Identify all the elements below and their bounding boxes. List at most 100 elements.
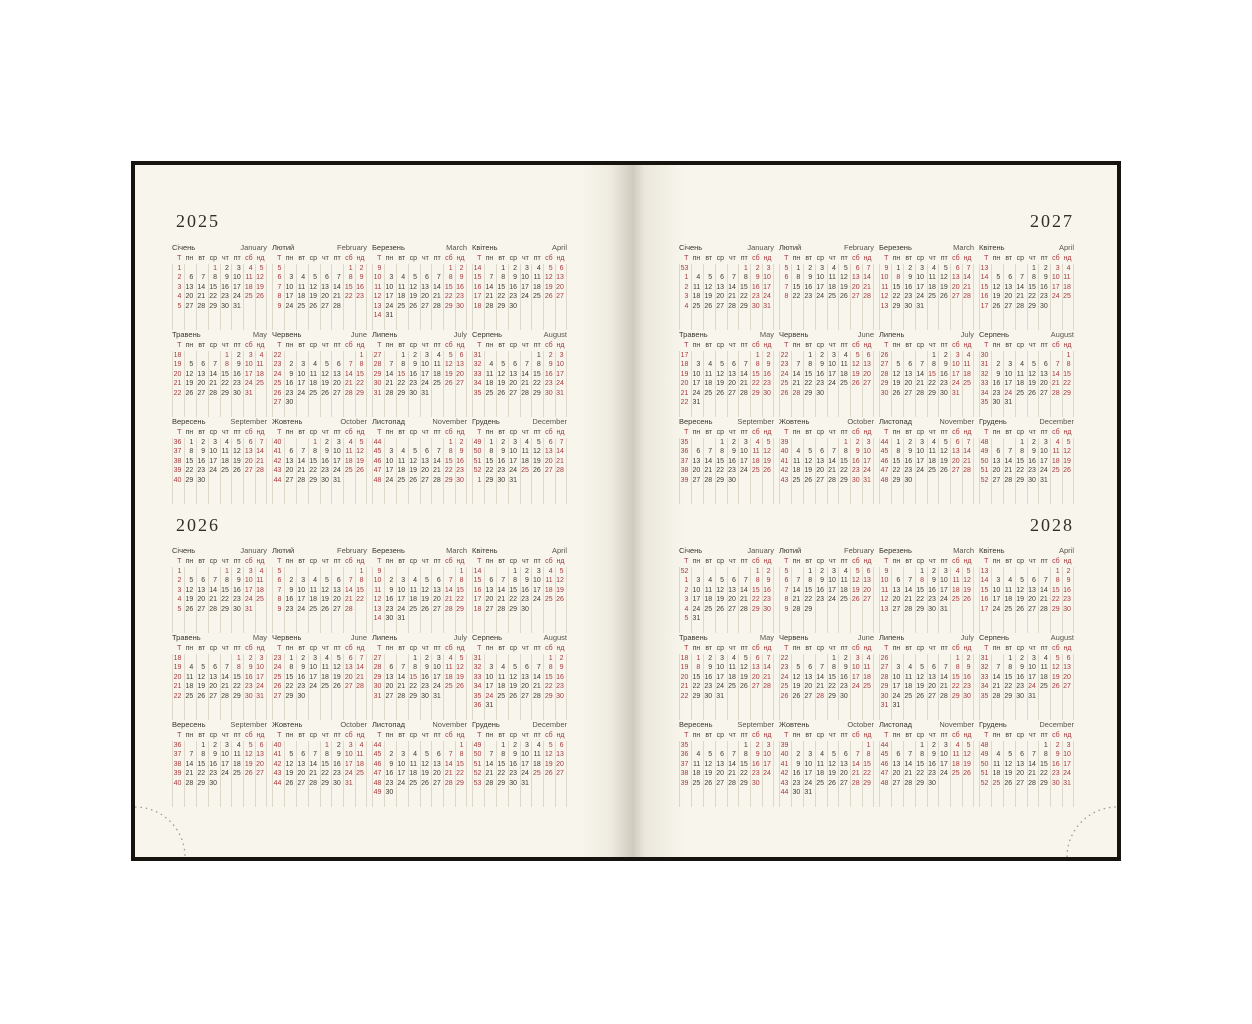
- day-header-cell: вт: [705, 342, 713, 349]
- day-cell: 26: [838, 292, 850, 302]
- week-number-cell: 18: [679, 360, 691, 370]
- day-cell: 10: [862, 447, 874, 457]
- empty-day-cell: [395, 398, 408, 408]
- week-number-cell: 3: [172, 585, 184, 595]
- corner-perforation-arc-right: [1066, 806, 1117, 857]
- day-header-cell: вт: [705, 732, 713, 739]
- day-cell: 15: [455, 759, 467, 769]
- week-number-cell: 51: [472, 456, 484, 466]
- empty-day-cell: [231, 311, 243, 321]
- day-cell: 28: [207, 604, 220, 614]
- day-cell: 22: [738, 292, 750, 302]
- week-number-cell: 14: [472, 263, 484, 273]
- day-cell: 6: [1002, 273, 1015, 283]
- empty-day-cell: [272, 407, 284, 417]
- empty-day-cell: [343, 350, 355, 360]
- day-header-cell: пт: [233, 732, 241, 739]
- day-cell: 8: [750, 576, 762, 586]
- day-cell: 12: [507, 672, 520, 682]
- empty-day-cell: [1026, 701, 1039, 711]
- day-header-cell: чт: [929, 429, 936, 436]
- day-header-cell: пн: [892, 732, 901, 739]
- empty-day-cell: [1026, 494, 1039, 504]
- day-cell: 2: [219, 263, 232, 273]
- empty-day-cell: [219, 320, 232, 330]
- day-header-cell: пт: [1040, 342, 1048, 349]
- day-header-cell: чт: [929, 255, 936, 262]
- day-cell: 21: [738, 595, 750, 605]
- day-cell: 17: [690, 595, 703, 605]
- day-cell: 10: [914, 447, 927, 457]
- day-cell: 28: [738, 388, 750, 398]
- month-name-en: January: [747, 546, 774, 555]
- day-cell: 26: [231, 466, 243, 476]
- day-cell: 20: [890, 769, 903, 779]
- week-number-cell: 16: [472, 585, 484, 595]
- day-cell: 10: [531, 576, 543, 586]
- empty-day-cell: [962, 788, 974, 798]
- empty-day-cell: [372, 485, 384, 495]
- day-cell: 18: [926, 282, 939, 292]
- empty-day-cell: [979, 320, 991, 330]
- empty-day-cell: [431, 311, 443, 321]
- day-cell: 14: [1014, 282, 1027, 292]
- week-number-cell: 41: [779, 759, 791, 769]
- empty-day-cell: [531, 398, 543, 408]
- month-name-en: August: [543, 633, 567, 642]
- week-number-cell: 8: [272, 595, 284, 605]
- day-cell: 25: [1002, 604, 1015, 614]
- day-cell: 16: [814, 585, 827, 595]
- day-cell: 9: [507, 750, 520, 760]
- empty-day-cell: [543, 407, 555, 417]
- day-cell: 26: [183, 604, 196, 614]
- empty-day-cell: [738, 788, 750, 798]
- week-number-cell: 9: [879, 263, 891, 273]
- empty-day-cell: [702, 710, 715, 720]
- empty-day-cell: [319, 614, 332, 624]
- empty-day-cell: [195, 614, 208, 624]
- day-cell: 22: [455, 769, 467, 779]
- day-header-cell: нд: [1063, 429, 1072, 436]
- day-cell: 13: [726, 369, 739, 379]
- week-number-cell: 16: [979, 595, 991, 605]
- day-cell: 2: [938, 350, 950, 360]
- day-header-cell: Т: [177, 732, 182, 739]
- empty-day-cell: [255, 311, 267, 321]
- day-header-cell: ср: [509, 342, 517, 349]
- empty-day-cell: [355, 788, 367, 798]
- empty-day-cell: [779, 710, 791, 720]
- day-cell: 26: [826, 778, 839, 788]
- day-cell: 19: [195, 682, 208, 692]
- day-header-cell: вт: [498, 255, 506, 262]
- day-header-cell: Т: [984, 342, 989, 349]
- day-cell: 30: [762, 388, 774, 398]
- empty-day-cell: [355, 701, 367, 711]
- day-header-cell: чт: [1029, 342, 1036, 349]
- day-cell: 26: [938, 466, 950, 476]
- month-name-en: April: [1058, 546, 1074, 555]
- empty-day-cell: [902, 797, 915, 807]
- day-cell: 5: [1026, 360, 1039, 370]
- day-cell: 24: [826, 595, 839, 605]
- empty-day-cell: [938, 494, 950, 504]
- empty-day-cell: [283, 263, 296, 273]
- day-cell: 16: [902, 282, 915, 292]
- month-name-uk: Березень: [372, 546, 405, 555]
- empty-day-cell: [1050, 797, 1062, 807]
- day-cell: 8: [714, 447, 727, 457]
- week-number-cell: 12: [879, 292, 891, 302]
- day-cell: 26: [702, 778, 715, 788]
- day-header-cell: чт: [829, 429, 836, 436]
- month-name-en: March: [446, 546, 467, 555]
- day-header-cell: вт: [398, 255, 406, 262]
- month-name-en: October: [340, 417, 367, 426]
- day-cell: 18: [243, 282, 255, 292]
- empty-day-cell: [519, 398, 532, 408]
- day-cell: 20: [283, 466, 296, 476]
- empty-day-cell: [738, 350, 750, 360]
- empty-day-cell: [862, 623, 874, 633]
- empty-day-cell: [879, 485, 891, 495]
- week-number-cell: 19: [679, 663, 691, 673]
